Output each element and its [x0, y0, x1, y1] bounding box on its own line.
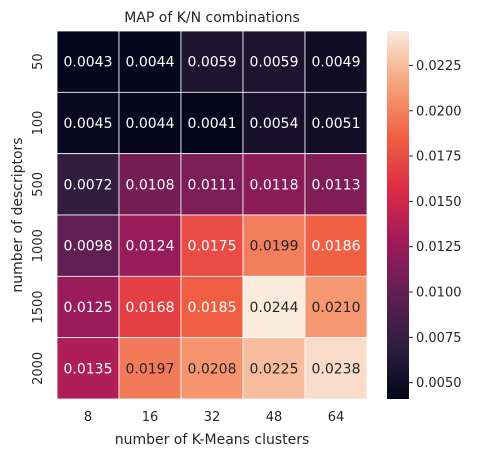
heatmap-cell — [180, 91, 244, 155]
heatmap-cell — [242, 153, 306, 216]
x-axis-label: number of K-Means clusters — [115, 432, 310, 448]
colorbar — [387, 31, 409, 399]
x-axis-ticks: 8 16 32 48 64 — [84, 410, 344, 425]
heatmap-cell — [118, 337, 182, 400]
heatmap-cell — [118, 214, 182, 277]
cell-value-label: 0.0041 — [188, 116, 237, 132]
cell-value-label: 0.0044 — [126, 55, 175, 71]
heatmap-cell — [180, 214, 244, 277]
cell-value-label: 0.0208 — [188, 361, 237, 377]
y-tick-label: 100 — [31, 111, 46, 136]
y-axis-ticks: 50 100 500 1000 1500 2000 — [31, 53, 46, 384]
y-tick-label: 500 — [31, 172, 46, 197]
cell-value-label: 0.0124 — [126, 239, 175, 255]
colorbar-tick-label: 0.0225 — [416, 59, 462, 74]
cell-value-label: 0.0186 — [312, 239, 361, 255]
x-tick-label: 8 — [84, 410, 92, 425]
x-tick-label: 64 — [328, 410, 345, 425]
cell-value-label: 0.0210 — [312, 300, 361, 316]
cell-value-label: 0.0135 — [64, 361, 113, 377]
colorbar-tick-label: 0.0200 — [416, 104, 462, 119]
heatmap-cell — [118, 30, 182, 93]
cell-value-label: 0.0054 — [250, 116, 299, 132]
cell-value-label: 0.0059 — [188, 55, 237, 71]
x-tick-label: 32 — [204, 410, 221, 425]
y-tick-label: 1500 — [31, 290, 46, 323]
cell-value-label: 0.0059 — [250, 55, 299, 71]
heatmap-cell — [118, 153, 182, 216]
heatmap-cell — [304, 153, 368, 216]
heatmap-cell — [242, 337, 306, 400]
cell-value-label: 0.0049 — [312, 55, 361, 71]
heatmap-cell — [242, 214, 306, 277]
cell-value-label: 0.0238 — [312, 361, 361, 377]
heatmap-cell — [304, 91, 368, 155]
heatmap-cell — [56, 214, 120, 277]
heatmap-cell — [56, 275, 120, 339]
heatmap-cell — [180, 337, 244, 400]
heatmap-cell — [180, 30, 244, 93]
heatmap-cell — [304, 337, 368, 400]
cell-value-label: 0.0185 — [188, 300, 237, 316]
x-tick-label: 48 — [266, 410, 283, 425]
cell-value-label: 0.0045 — [64, 116, 113, 132]
colorbar-tick-label: 0.0150 — [416, 195, 462, 210]
y-tick-label: 2000 — [31, 352, 46, 385]
heatmap-cell — [180, 153, 244, 216]
cell-value-label: 0.0168 — [126, 300, 175, 316]
heatmap-cells — [56, 30, 368, 400]
heatmap-cell — [180, 275, 244, 339]
cell-value-label: 0.0244 — [250, 300, 299, 316]
cell-value-label: 0.0199 — [250, 239, 299, 255]
y-axis-label: number of descriptors — [10, 137, 26, 292]
cell-value-label: 0.0118 — [250, 177, 299, 193]
heatmap-cell — [56, 91, 120, 155]
x-tick-label: 16 — [142, 410, 159, 425]
colorbar-tick-label: 0.0050 — [416, 376, 462, 391]
chart-title: MAP of K/N combinations — [124, 10, 300, 26]
colorbar-tick-label: 0.0075 — [416, 331, 462, 346]
heatmap-cell — [242, 30, 306, 93]
colorbar-tick-label: 0.0125 — [416, 240, 462, 255]
cell-value-label: 0.0111 — [188, 177, 237, 193]
heatmap-cell — [304, 275, 368, 339]
heatmap-cell — [304, 214, 368, 277]
heatmap-cell — [118, 275, 182, 339]
colorbar-tick-label: 0.0100 — [416, 286, 462, 301]
cell-value-label: 0.0125 — [64, 300, 113, 316]
cell-labels: 0.0043 0.0044 0.0059 0.0059 0.0049 0.0045 0.00… — [64, 55, 361, 378]
heatmap-cell — [56, 30, 120, 93]
cell-value-label: 0.0051 — [312, 116, 361, 132]
colorbar-tick-label: 0.0175 — [416, 150, 462, 165]
cell-value-label: 0.0113 — [312, 177, 361, 193]
cell-value-label: 0.0108 — [126, 177, 175, 193]
colorbar-ticks: 0.0050 0.0075 0.0100 0.0125 0.0150 0.0175 0.02… — [409, 59, 462, 391]
cell-value-label: 0.0043 — [64, 55, 113, 71]
cell-value-label: 0.0197 — [126, 361, 175, 377]
cell-value-label: 0.0098 — [64, 239, 113, 255]
cell-value-label: 0.0044 — [126, 116, 175, 132]
cell-value-label: 0.0175 — [188, 239, 237, 255]
y-tick-label: 1000 — [31, 229, 46, 262]
y-tick-label: 50 — [31, 53, 46, 70]
cell-value-label: 0.0072 — [64, 177, 113, 193]
heatmap-cell — [304, 30, 368, 93]
cell-value-label: 0.0225 — [250, 361, 299, 377]
